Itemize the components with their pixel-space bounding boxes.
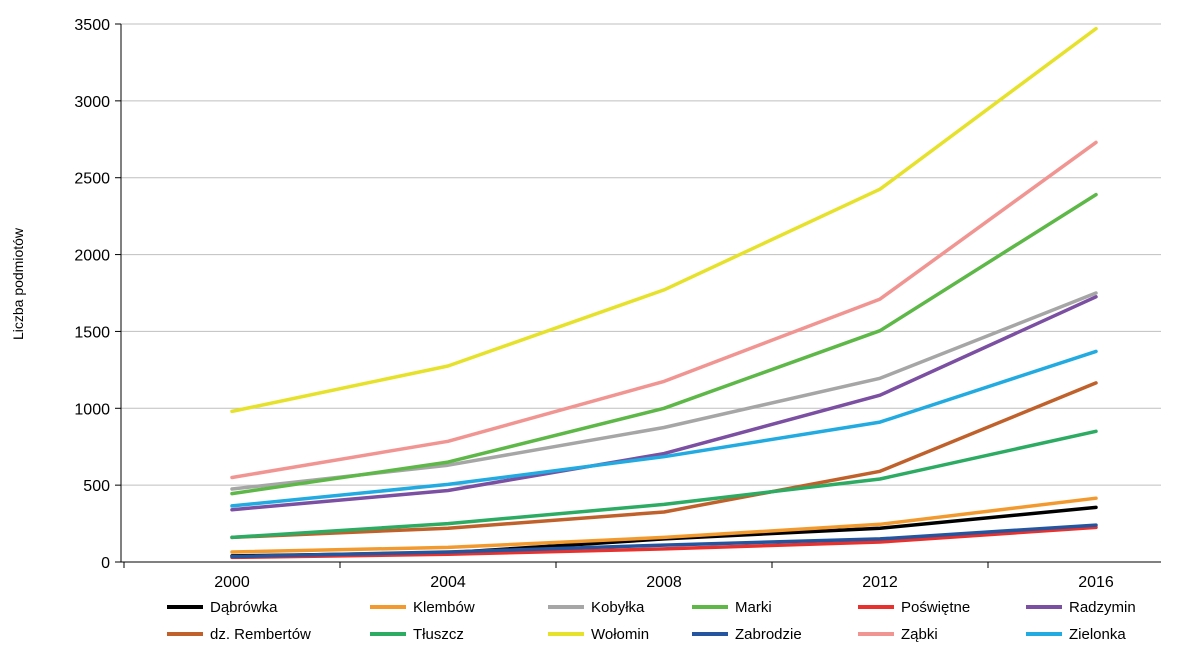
series-lines [230, 26, 1098, 560]
series-line-marki [230, 192, 1098, 496]
legend: Dąbrówka Klembów Kobyłka Marki Poświętne Radz… [167, 599, 1136, 643]
legend-item-dąbrówka: Dąbrówka [167, 599, 278, 616]
legend-label: dz. Rembertów [210, 626, 311, 643]
series-line-ząbki [230, 140, 1098, 480]
legend-item-ząbki: Ząbki [858, 626, 938, 643]
y-tick-label: 3500 [74, 17, 110, 34]
y-tick-label: 0 [101, 555, 110, 572]
series-line-dz-rembertów [230, 381, 1098, 540]
x-axis-tick-labels: 2000 2004 2008 2012 2016 [214, 574, 1114, 591]
series-line-wołomin [230, 26, 1098, 414]
legend-item-kobyłka: Kobyłka [548, 599, 645, 616]
legend-label: Wołomin [591, 626, 649, 643]
legend-label: Kobyłka [591, 599, 645, 616]
series-line-klembów [230, 496, 1098, 554]
legend-item-dz-rembertów: dz. Rembertów [167, 626, 311, 643]
legend-item-poświętne: Poświętne [858, 599, 970, 616]
x-tick-label: 2008 [646, 574, 682, 591]
y-axis-tick-labels: 0 500 1000 1500 2000 2500 3000 3500 [74, 17, 110, 572]
legend-item-marki: Marki [692, 599, 772, 616]
x-tick-label: 2012 [862, 574, 898, 591]
legend-item-radzymin: Radzymin [1026, 599, 1136, 616]
y-tick-label: 2500 [74, 171, 110, 188]
series-line-zielonka [230, 349, 1098, 508]
x-tick-label: 2000 [214, 574, 250, 591]
y-tick-label: 2000 [74, 248, 110, 265]
x-tick-label: 2004 [430, 574, 466, 591]
y-tick-label: 1500 [74, 324, 110, 341]
series-line-radzymin [230, 295, 1098, 512]
gridlines [121, 23, 1161, 486]
legend-item-zielonka: Zielonka [1026, 626, 1126, 643]
y-tick-label: 1000 [74, 401, 110, 418]
legend-label: Dąbrówka [210, 599, 278, 616]
legend-label: Ząbki [901, 626, 938, 643]
y-axis-label: Liczba podmiotów [10, 227, 26, 340]
series-line-zabrodzie [230, 523, 1098, 559]
y-tick-label: 500 [83, 478, 110, 495]
x-tick-label: 2016 [1078, 574, 1114, 591]
legend-label: Marki [735, 599, 772, 616]
legend-item-tłuszcz: Tłuszcz [370, 626, 464, 643]
axes [115, 23, 1161, 568]
y-tick-label: 3000 [74, 94, 110, 111]
legend-item-klembów: Klembów [370, 599, 475, 616]
legend-label: Poświętne [901, 599, 970, 616]
series-line-poświętne [230, 525, 1098, 560]
legend-label: Zabrodzie [735, 626, 802, 643]
legend-item-wołomin: Wołomin [548, 626, 649, 643]
legend-label: Radzymin [1069, 599, 1136, 616]
legend-label: Klembów [413, 599, 475, 616]
legend-item-zabrodzie: Zabrodzie [692, 626, 802, 643]
legend-label: Zielonka [1069, 626, 1126, 643]
legend-label: Tłuszcz [413, 626, 464, 643]
series-line-tłuszcz [230, 429, 1098, 540]
